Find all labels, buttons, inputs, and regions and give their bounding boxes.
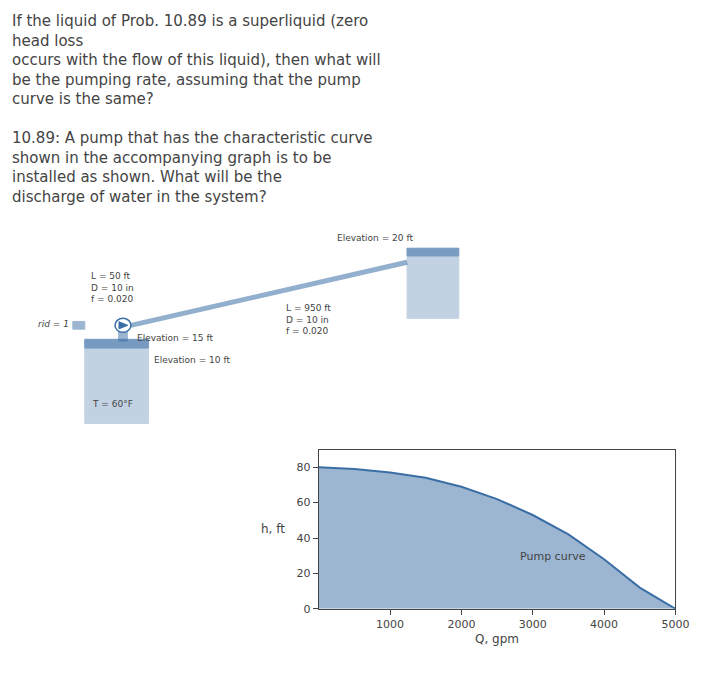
svg-text:4000: 4000 [590, 618, 618, 631]
svg-text:60: 60 [297, 496, 311, 509]
svg-text:Elevation = 10 ft: Elevation = 10 ft [154, 355, 230, 365]
svg-text:L = 950 ftD = 10 inf = 0.020: L = 950 ftD = 10 inf = 0.020 [286, 303, 331, 336]
svg-text:1000: 1000 [376, 618, 404, 631]
svg-text:Pump curve: Pump curve [520, 550, 586, 563]
svg-text:10.89: A pump that has the cha: 10.89: A pump that has the characteristi… [12, 129, 373, 206]
svg-text:T = 60°F: T = 60°F [92, 399, 133, 409]
svg-text:5000: 5000 [661, 618, 689, 631]
svg-text:L = 50 ftD = 10 inf = 0.020: L = 50 ftD = 10 inf = 0.020 [91, 271, 134, 304]
svg-text:0: 0 [304, 603, 311, 616]
svg-text:Q, gpm: Q, gpm [475, 632, 519, 646]
svg-text:20: 20 [297, 567, 311, 580]
svg-text:rid = 1: rid = 1 [38, 319, 69, 329]
svg-text:h, ft: h, ft [261, 522, 285, 536]
svg-text:Elevation = 15 ft: Elevation = 15 ft [137, 333, 213, 343]
svg-text:If the liquid of Prob. 10.89 i: If the liquid of Prob. 10.89 is a superl… [12, 12, 381, 108]
svg-text:2000: 2000 [447, 618, 475, 631]
svg-text:40: 40 [297, 532, 311, 545]
svg-text:3000: 3000 [519, 618, 547, 631]
svg-text:Elevation = 20 ft: Elevation = 20 ft [337, 233, 413, 243]
svg-text:80: 80 [297, 461, 311, 474]
